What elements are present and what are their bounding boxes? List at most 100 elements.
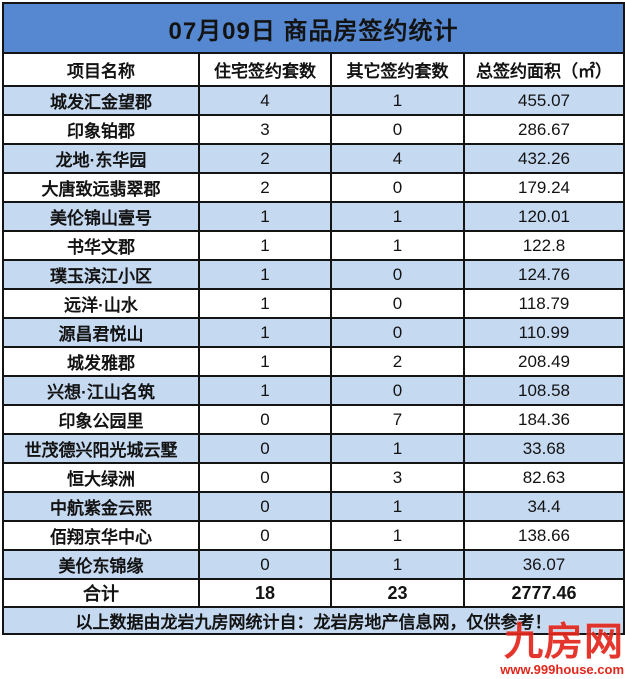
total-area-cell: 455.07 — [463, 85, 625, 116]
table-row: 城发汇金望郡 4 1 455.07 — [2, 85, 625, 116]
total-area-cell: 184.36 — [463, 404, 625, 435]
total-area-cell: 432.26 — [463, 143, 625, 174]
project-name-cell: 书华文郡 — [2, 230, 200, 261]
project-name-cell: 城发雅郡 — [2, 346, 200, 377]
other-count-cell: 7 — [330, 404, 465, 435]
other-count-cell: 0 — [330, 114, 465, 145]
total-area-cell: 36.07 — [463, 549, 625, 580]
total-area-cell: 124.76 — [463, 259, 625, 290]
header-project-name: 项目名称 — [2, 52, 200, 87]
residential-count-cell: 1 — [198, 346, 332, 377]
project-name-cell: 美伦锦山壹号 — [2, 201, 200, 232]
header-other-count: 其它签约套数 — [330, 52, 465, 87]
table-row: 大唐致远翡翠郡 2 0 179.24 — [2, 172, 625, 203]
project-name-cell: 中航紫金云熙 — [2, 491, 200, 522]
other-count-cell: 1 — [330, 491, 465, 522]
residential-count-cell: 1 — [198, 259, 332, 290]
total-area-cell: 286.67 — [463, 114, 625, 145]
project-name-cell: 远洋·山水 — [2, 288, 200, 319]
table-row: 美伦锦山壹号 1 1 120.01 — [2, 201, 625, 232]
table-row: 美伦东锦缘 0 1 36.07 — [2, 549, 625, 580]
header-residential-count: 住宅签约套数 — [198, 52, 332, 87]
project-name-cell: 兴想·江山名筑 — [2, 375, 200, 406]
header-total-area: 总签约面积（㎡） — [463, 52, 625, 87]
residential-count-cell: 0 — [198, 520, 332, 551]
other-count-cell: 1 — [330, 201, 465, 232]
project-name-cell: 城发汇金望郡 — [2, 85, 200, 116]
total-area-cell: 33.68 — [463, 433, 625, 464]
project-name-cell: 世茂德兴阳光城云墅 — [2, 433, 200, 464]
residential-count-cell: 1 — [198, 230, 332, 261]
residential-count-cell: 2 — [198, 172, 332, 203]
table-row: 印象铂郡 3 0 286.67 — [2, 114, 625, 145]
table-row: 龙地·东华园 2 4 432.26 — [2, 143, 625, 174]
project-name-cell: 龙地·东华园 — [2, 143, 200, 174]
other-count-cell: 4 — [330, 143, 465, 174]
title-row: 07月09日 商品房签约统计 — [2, 2, 625, 54]
other-count-cell: 1 — [330, 433, 465, 464]
other-count-cell: 1 — [330, 520, 465, 551]
project-name-cell: 大唐致远翡翠郡 — [2, 172, 200, 203]
total-area-cell: 179.24 — [463, 172, 625, 203]
total-area-cell: 118.79 — [463, 288, 625, 319]
residential-count-cell: 1 — [198, 375, 332, 406]
total-area-cell: 138.66 — [463, 520, 625, 551]
table-row: 恒大绿洲 0 3 82.63 — [2, 462, 625, 493]
project-name-cell: 美伦东锦缘 — [2, 549, 200, 580]
project-name-cell: 印象铂郡 — [2, 114, 200, 145]
other-count-cell: 0 — [330, 172, 465, 203]
project-name-cell: 佰翔京华中心 — [2, 520, 200, 551]
residential-count-cell: 0 — [198, 491, 332, 522]
page-title: 07月09日 商品房签约统计 — [2, 2, 625, 54]
table-row: 中航紫金云熙 0 1 34.4 — [2, 491, 625, 522]
table-row: 城发雅郡 1 2 208.49 — [2, 346, 625, 377]
residential-count-cell: 4 — [198, 85, 332, 116]
residential-count-cell: 0 — [198, 404, 332, 435]
residential-count-cell: 0 — [198, 549, 332, 580]
source-note: 以上数据由龙岩九房网统计自：龙岩房地产信息网，仅供参考！ — [2, 606, 625, 635]
project-name-cell: 印象公园里 — [2, 404, 200, 435]
total-other-count: 23 — [330, 578, 465, 608]
residential-count-cell: 2 — [198, 143, 332, 174]
total-residential-count: 18 — [198, 578, 332, 608]
table-row: 佰翔京华中心 0 1 138.66 — [2, 520, 625, 551]
other-count-cell: 0 — [330, 259, 465, 290]
total-area-cell: 208.49 — [463, 346, 625, 377]
total-area-cell: 122.8 — [463, 230, 625, 261]
other-count-cell: 1 — [330, 549, 465, 580]
other-count-cell: 0 — [330, 375, 465, 406]
total-area-cell: 108.58 — [463, 375, 625, 406]
total-area-cell: 110.99 — [463, 317, 625, 348]
signing-stats-table: 07月09日 商品房签约统计 项目名称 住宅签约套数 其它签约套数 总签约面积（… — [2, 2, 625, 635]
total-area-cell: 120.01 — [463, 201, 625, 232]
table-body: 城发汇金望郡 4 1 455.07 印象铂郡 3 0 286.67 龙地·东华园… — [2, 85, 625, 580]
project-name-cell: 恒大绿洲 — [2, 462, 200, 493]
table-row: 源昌君悦山 1 0 110.99 — [2, 317, 625, 348]
residential-count-cell: 0 — [198, 433, 332, 464]
other-count-cell: 2 — [330, 346, 465, 377]
residential-count-cell: 1 — [198, 201, 332, 232]
other-count-cell: 0 — [330, 317, 465, 348]
table-row: 书华文郡 1 1 122.8 — [2, 230, 625, 261]
other-count-cell: 0 — [330, 288, 465, 319]
table-row: 印象公园里 0 7 184.36 — [2, 404, 625, 435]
residential-count-cell: 0 — [198, 462, 332, 493]
project-name-cell: 源昌君悦山 — [2, 317, 200, 348]
other-count-cell: 1 — [330, 85, 465, 116]
total-row: 合计 18 23 2777.46 — [2, 578, 625, 608]
watermark-url: www.999house.com — [500, 662, 624, 677]
other-count-cell: 1 — [330, 230, 465, 261]
residential-count-cell: 1 — [198, 317, 332, 348]
total-area-cell: 82.63 — [463, 462, 625, 493]
footer-row: 以上数据由龙岩九房网统计自：龙岩房地产信息网，仅供参考！ — [2, 606, 625, 635]
other-count-cell: 3 — [330, 462, 465, 493]
residential-count-cell: 1 — [198, 288, 332, 319]
total-area-cell: 34.4 — [463, 491, 625, 522]
total-area-value: 2777.46 — [463, 578, 625, 608]
table-row: 兴想·江山名筑 1 0 108.58 — [2, 375, 625, 406]
table-row: 世茂德兴阳光城云墅 0 1 33.68 — [2, 433, 625, 464]
project-name-cell: 璞玉滨江小区 — [2, 259, 200, 290]
total-label: 合计 — [2, 578, 200, 608]
table-row: 璞玉滨江小区 1 0 124.76 — [2, 259, 625, 290]
